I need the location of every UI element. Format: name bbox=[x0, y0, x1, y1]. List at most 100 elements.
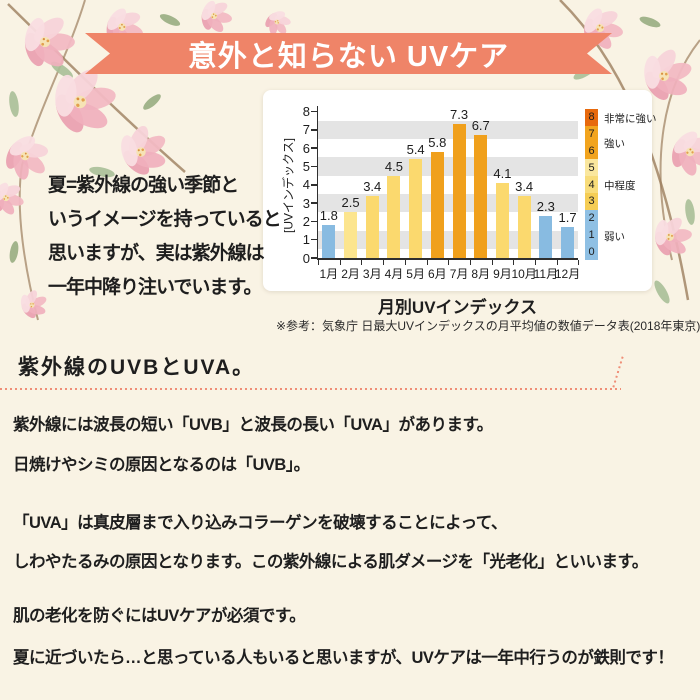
uv-index-chart-card: [UVインデックス] 0 1 2 3 4 5 6 7 8 1.8 1月 2.5 2月 3.4 3月 4.5 4月… bbox=[263, 90, 657, 291]
x-axis-month-label: 4月 bbox=[384, 267, 404, 281]
body-text-line: 肌の老化を防ぐにはUVケアが必須です。 bbox=[13, 607, 306, 625]
x-axis-month-label: 9月 bbox=[493, 267, 512, 281]
y-axis-tick-mark bbox=[311, 220, 317, 223]
section-heading: 紫外線のUVBとUVA。 bbox=[18, 356, 256, 379]
bar-value-label: 7.3 bbox=[450, 107, 469, 123]
bar-value-label: 5.8 bbox=[428, 134, 447, 150]
x-axis-tick-mark bbox=[361, 259, 363, 265]
legend-scale-cell: 8 bbox=[585, 109, 598, 126]
uv-index-bar bbox=[409, 159, 423, 258]
y-axis-tick-mark bbox=[311, 110, 317, 113]
x-axis-month-label: 12月 bbox=[554, 267, 581, 281]
body-text-line: 「UVA」は真皮層まで入り込みコラーゲンを破壊することによって、 bbox=[13, 514, 507, 532]
y-axis-tick-label: 5 bbox=[302, 159, 310, 174]
x-axis-month-label: 7月 bbox=[449, 267, 469, 281]
y-axis-tick-label: 4 bbox=[302, 177, 310, 193]
uv-index-bar bbox=[322, 225, 336, 258]
legend-scale-number: 6 bbox=[588, 144, 595, 157]
x-axis-month-label: 1月 bbox=[319, 267, 339, 281]
legend-scale-cell: 3 bbox=[585, 193, 598, 210]
chart-reference-note: ※参考：気象庁 日最大UVインデックスの月平均値の数値データ表(2018年東京) bbox=[276, 319, 700, 333]
bar-value-label: 3.4 bbox=[363, 178, 382, 194]
bar-value-label: 4.1 bbox=[493, 165, 512, 181]
bar-value-label: 3.4 bbox=[515, 178, 534, 194]
y-axis-tick-label: 8 bbox=[302, 104, 310, 120]
bar-value-label: 4.5 bbox=[384, 158, 403, 174]
uv-index-bar bbox=[561, 226, 575, 258]
y-axis-tick-label: 6 bbox=[302, 140, 310, 156]
intro-text-line: 思いますが、実は紫外線は bbox=[48, 243, 265, 264]
y-axis-tick-mark bbox=[311, 184, 317, 186]
x-axis-month-label: 6月 bbox=[428, 267, 447, 281]
x-axis-tick-mark bbox=[448, 259, 450, 265]
body-text-line: 紫外線には波長の短い「UVB」と波長の長い「UVA」があります。 bbox=[13, 416, 493, 434]
y-axis-tick-mark bbox=[311, 238, 317, 241]
legend-scale-number: 7 bbox=[588, 128, 595, 141]
legend-scale-number: 2 bbox=[588, 212, 595, 225]
intro-text-line: 夏=紫外線の強い季節と bbox=[48, 175, 239, 196]
legend-scale-cell: 5 bbox=[585, 159, 598, 177]
x-axis-tick-mark bbox=[469, 259, 471, 265]
uv-index-bar bbox=[495, 182, 509, 258]
grid-band bbox=[318, 120, 579, 140]
x-axis-tick-mark bbox=[491, 259, 493, 265]
x-axis-tick-mark bbox=[513, 259, 515, 265]
legend-category-label: 中程度 bbox=[604, 180, 636, 193]
uv-index-bar bbox=[365, 195, 379, 258]
uv-index-bar bbox=[474, 135, 488, 258]
x-axis-tick-mark bbox=[318, 259, 319, 265]
bar-value-label: 2.3 bbox=[536, 198, 555, 214]
x-axis-tick-mark bbox=[426, 259, 428, 265]
x-axis-month-label: 3月 bbox=[362, 267, 382, 281]
y-axis-tick-label: 0 bbox=[302, 250, 310, 266]
bar-value-label: 2.5 bbox=[341, 195, 360, 211]
uv-index-bar bbox=[452, 124, 466, 258]
bar-value-label: 1.7 bbox=[558, 209, 577, 225]
body-text-line: しわやたるみの原因となります。この紫外線による肌ダメージを「光老化」といいます。 bbox=[13, 553, 648, 571]
y-axis-tick-mark bbox=[311, 257, 317, 259]
legend-category-label: 強い bbox=[604, 138, 625, 151]
y-axis-tick-mark bbox=[311, 147, 317, 149]
y-axis-tick-mark bbox=[311, 202, 317, 204]
legend-scale-cell: 2 bbox=[585, 209, 598, 227]
uv-index-bar-chart: [UVインデックス] 0 1 2 3 4 5 6 7 8 1.8 1月 2.5 2月 3.4 3月 4.5 4月… bbox=[263, 90, 657, 291]
legend-scale-number: 8 bbox=[588, 111, 595, 124]
dotted-divider-line bbox=[0, 388, 621, 390]
bar-value-label: 5.4 bbox=[406, 142, 425, 158]
dotted-divider-tail bbox=[612, 356, 624, 388]
y-axis-line bbox=[316, 106, 318, 260]
title-ribbon-banner: 意外と知らない UVケア bbox=[85, 33, 612, 74]
legend-scale-cell: 4 bbox=[585, 176, 598, 193]
legend-category-label: 弱い bbox=[604, 230, 625, 243]
chart-title: 月別UVインデックス bbox=[377, 298, 538, 317]
legend-scale-number: 4 bbox=[588, 178, 595, 191]
y-axis-tick-label: 1 bbox=[302, 232, 310, 248]
intro-text-line: いうイメージを持っていると bbox=[48, 209, 282, 230]
x-axis-tick-mark bbox=[556, 259, 558, 265]
legend-scale-number: 5 bbox=[588, 161, 595, 174]
x-axis-tick-mark bbox=[404, 259, 406, 265]
x-axis-tick-mark bbox=[383, 259, 385, 265]
body-text-line: 夏に近づいたら…と思っている人もいると思いますが、UVケアは一年中行うのが鉄則で… bbox=[13, 649, 674, 667]
uv-index-bar bbox=[539, 215, 553, 258]
x-axis-tick-mark bbox=[578, 259, 580, 265]
grid-band bbox=[318, 157, 579, 176]
intro-text-line: 一年中降り注いでいます。 bbox=[48, 277, 263, 298]
y-axis-tick-label: 2 bbox=[302, 213, 310, 229]
legend-scale-cell: 0 bbox=[585, 243, 598, 261]
grid-band bbox=[318, 230, 579, 249]
x-axis-tick-mark bbox=[535, 259, 536, 265]
x-axis-month-label: 8月 bbox=[471, 267, 491, 281]
x-axis-month-label: 2月 bbox=[341, 267, 360, 281]
bar-value-label: 1.8 bbox=[319, 208, 338, 224]
uv-index-bar bbox=[430, 151, 444, 258]
page-title: 意外と知らない UVケア bbox=[187, 40, 510, 73]
uv-index-bar bbox=[387, 175, 401, 258]
legend-scale-cell: 7 bbox=[585, 125, 598, 143]
y-axis-tick-label: 7 bbox=[302, 122, 310, 138]
x-axis-month-label: 10月 bbox=[511, 267, 537, 281]
bar-value-label: 6.7 bbox=[471, 118, 490, 134]
legend-scale-number: 0 bbox=[588, 245, 595, 258]
body-text-line: 日焼けやシミの原因となるのは「UVB」。 bbox=[13, 456, 310, 474]
